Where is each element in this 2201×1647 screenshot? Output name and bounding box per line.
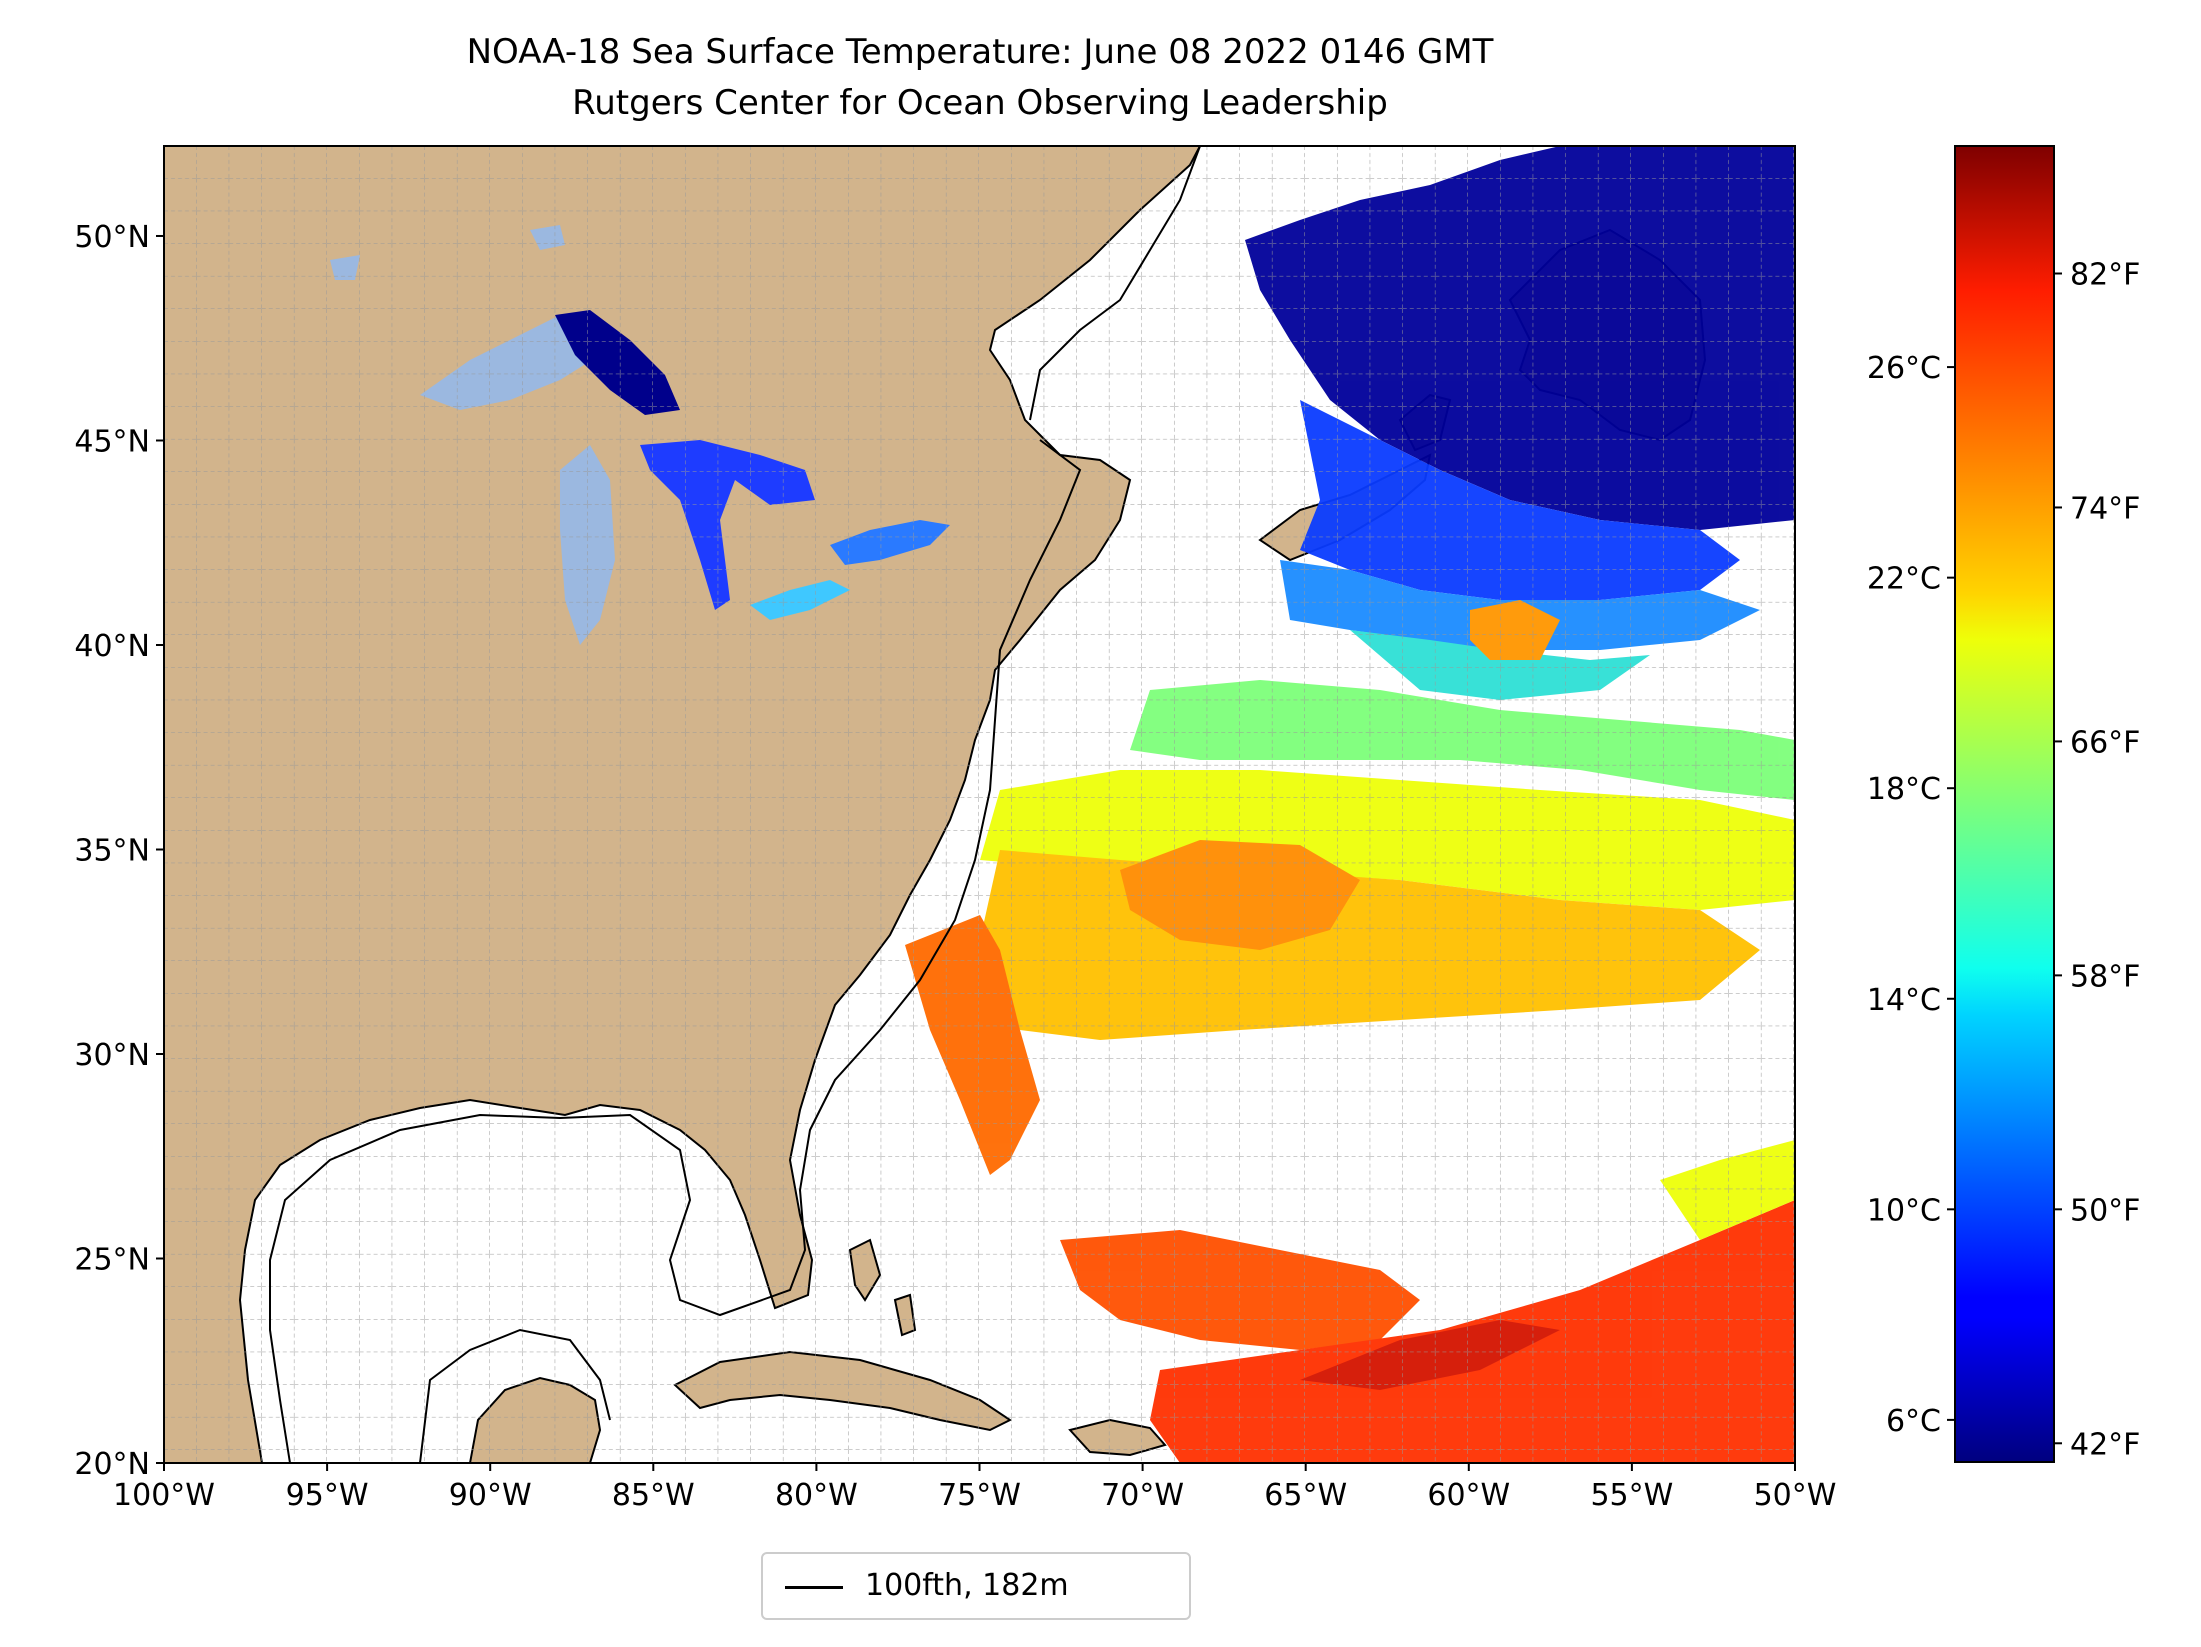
lat-tick-label: 35°N [74, 833, 150, 868]
celsius-tick-label: 22°C [1867, 562, 1941, 597]
lon-tick-label: 60°W [1427, 1478, 1510, 1513]
celsius-tick-label: 6°C [1886, 1404, 1941, 1439]
colorbar-celsius-axis: 6°C 10°C 14°C 18°C 22°C 26°C [1867, 351, 1955, 1439]
isobath-100fth [269, 439, 1082, 1463]
celsius-tick-label: 14°C [1867, 983, 1941, 1018]
lat-tick-label: 30°N [74, 1038, 150, 1073]
colorbar-gradient [1954, 145, 2055, 1463]
latitude-axis: 50°N 45°N 40°N 35°N 30°N 25°N 20°N [74, 220, 164, 1482]
longitude-axis: 100°W 95°W 90°W 85°W 80°W 75°W 70°W 65°W 60°W 55°… [113, 1463, 1836, 1513]
lon-tick-label: 50°W [1754, 1478, 1837, 1513]
map-panel [164, 146, 1795, 1463]
lon-tick-label: 55°W [1590, 1478, 1673, 1513]
lon-tick-label: 95°W [286, 1478, 369, 1513]
legend-line-swatch [785, 1586, 843, 1589]
colorbar-fahrenheit-axis: 42°F 50°F 58°F 66°F 74°F 82°F [2054, 258, 2140, 1462]
lon-tick-label: 70°W [1101, 1478, 1184, 1513]
map-gridlines [164, 146, 1795, 1463]
celsius-tick-label: 26°C [1867, 351, 1941, 386]
map-subtitle: Rutgers Center for Ocean Observing Leade… [572, 83, 1388, 123]
legend-label: 100fth, 182m [865, 1568, 1069, 1603]
lat-tick-label: 20°N [74, 1447, 150, 1482]
lon-tick-label: 85°W [612, 1478, 695, 1513]
fahrenheit-tick-label: 74°F [2070, 491, 2140, 526]
lon-tick-label: 65°W [1264, 1478, 1347, 1513]
fahrenheit-tick-label: 82°F [2070, 258, 2140, 293]
lon-tick-label: 80°W [775, 1478, 858, 1513]
celsius-tick-label: 10°C [1867, 1193, 1941, 1228]
colorbar: 6°C 10°C 14°C 18°C 22°C 26°C 42°F 50°F 58°F 66°F… [1867, 145, 2140, 1463]
fahrenheit-tick-label: 66°F [2070, 725, 2140, 760]
map-title: NOAA-18 Sea Surface Temperature: June 08… [466, 32, 1494, 72]
lat-tick-label: 50°N [74, 220, 150, 255]
lat-tick-label: 45°N [74, 424, 150, 459]
fahrenheit-tick-label: 42°F [2070, 1427, 2140, 1462]
lon-tick-label: 75°W [938, 1478, 1021, 1513]
legend: 100fth, 182m [761, 1552, 1191, 1620]
celsius-tick-label: 18°C [1867, 772, 1941, 807]
lat-tick-label: 25°N [74, 1242, 150, 1277]
fahrenheit-tick-label: 58°F [2070, 959, 2140, 994]
lon-tick-label: 90°W [449, 1478, 532, 1513]
lon-tick-label: 100°W [113, 1478, 215, 1513]
lat-tick-label: 40°N [74, 629, 150, 664]
fahrenheit-tick-label: 50°F [2070, 1193, 2140, 1228]
